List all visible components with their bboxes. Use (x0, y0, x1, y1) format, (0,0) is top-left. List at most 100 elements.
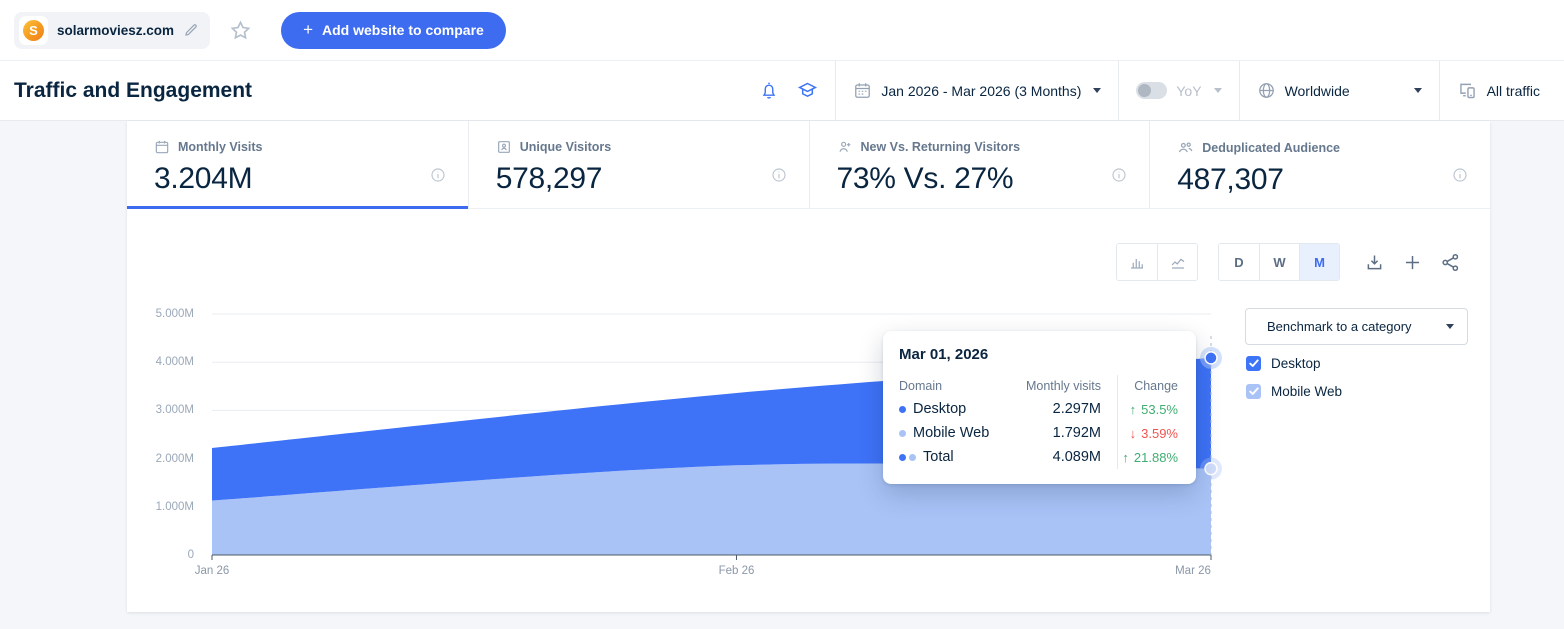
info-icon[interactable] (1452, 167, 1468, 183)
users-icon (1177, 139, 1194, 156)
page-title: Traffic and Engagement (14, 78, 253, 102)
yoy-toggle-knob (1138, 84, 1152, 97)
chevron-down-icon (1413, 88, 1422, 93)
tooltip-value: 1.792M (1052, 425, 1101, 441)
mobile-web-checkbox[interactable] (1246, 384, 1261, 399)
line-chart-type-button[interactable] (1157, 244, 1197, 280)
tooltip-col-domain: Domain (899, 379, 943, 393)
badge-user-icon (496, 139, 512, 155)
change-value: ↑ 53.5% (1117, 397, 1180, 421)
metrics-row: Monthly Visits 3.204M (127, 121, 1490, 209)
chart-type-switcher (1116, 243, 1198, 281)
yoy-toggle[interactable] (1136, 82, 1168, 99)
info-icon[interactable] (1111, 167, 1127, 183)
benchmark-label: Benchmark to a category (1267, 319, 1412, 334)
desktop-checkbox[interactable] (1246, 356, 1261, 371)
metric-value: 578,297 (495, 162, 603, 195)
edit-domain-icon[interactable] (183, 23, 198, 38)
metric-value: 73% Vs. 27% (836, 162, 1014, 195)
y-tick-label: 2.000M (155, 452, 194, 465)
add-to-dashboard-plus-icon[interactable] (1402, 252, 1423, 273)
y-tick-label: 4.000M (155, 356, 194, 369)
bar-chart-icon (1128, 253, 1146, 271)
metric-unique-visitors[interactable]: Unique Visitors 578,297 (467, 121, 809, 208)
add-website-button[interactable]: + Add website to compare (281, 11, 506, 49)
page-body: Monthly Visits 3.204M (0, 121, 1564, 628)
download-icon[interactable] (1364, 252, 1385, 273)
header-icons (742, 61, 835, 120)
metric-value: 487,307 (1177, 163, 1284, 196)
granularity-d-button[interactable]: D (1219, 244, 1259, 280)
tooltip-row-mobile-web: Mobile Web 1.792M ↓ 3.59% (899, 421, 1180, 445)
line-chart-icon (1169, 253, 1187, 271)
series-dot (899, 429, 906, 437)
tooltip-row-desktop: Desktop 2.297M ↑ 53.5% (899, 397, 1180, 421)
tooltip-value: 4.089M (1052, 449, 1101, 465)
info-icon[interactable] (430, 167, 446, 183)
x-tick-label: Feb 26 (718, 565, 755, 577)
favorite-star-icon[interactable] (229, 19, 252, 42)
metric-deduplicated-audience[interactable]: Deduplicated Audience 487,307 (1149, 121, 1490, 208)
legend-label: Desktop (1271, 356, 1321, 371)
metric-label: New Vs. Returning Visitors (860, 140, 1021, 154)
x-tick-label: Jan 26 (194, 565, 230, 577)
metric-label: Deduplicated Audience (1202, 140, 1341, 155)
topbar: S solarmoviesz.com + Add website to comp… (0, 0, 1564, 60)
granularity-w-button[interactable]: W (1259, 244, 1299, 280)
y-tick-label: 1.000M (155, 500, 194, 513)
series-dot (899, 405, 906, 413)
change-value: ↓ 3.59% (1117, 421, 1180, 445)
site-favicon: S (19, 15, 48, 45)
legend-item-desktop[interactable]: Desktop (1246, 356, 1321, 371)
devices-icon (1457, 80, 1478, 101)
tooltip-header-row: Domain Monthly visits Change (899, 375, 1180, 397)
change-value: ↑ 21.88% (1117, 445, 1180, 469)
yoy-comparison-control[interactable]: YoY (1118, 61, 1238, 120)
benchmark-category-dropdown[interactable]: Benchmark to a category (1245, 308, 1468, 345)
trend-arrow-icon: ↑ (1129, 401, 1137, 417)
date-range-picker[interactable]: Jan 2026 - Mar 2026 (3 Months) (835, 61, 1118, 120)
yoy-label: YoY (1176, 82, 1202, 99)
info-icon[interactable] (771, 167, 787, 183)
chevron-down-icon (1213, 88, 1222, 93)
favicon-letter: S (23, 19, 44, 41)
domain-name: solarmoviesz.com (57, 22, 175, 38)
chevron-down-icon (1093, 88, 1102, 93)
legend-label: Mobile Web (1271, 384, 1343, 399)
bar-chart-type-button[interactable] (1117, 244, 1157, 280)
page-header: Traffic and Engagement (0, 60, 1564, 121)
calendar-icon (154, 139, 170, 155)
traffic-filter-value: All traffic (1486, 82, 1540, 99)
country-value: Worldwide (1284, 82, 1350, 99)
website-selector[interactable]: S solarmoviesz.com (14, 11, 211, 49)
country-selector[interactable]: Worldwide (1238, 61, 1439, 120)
academy-graduation-cap-icon[interactable] (797, 80, 818, 101)
tooltip-value: 2.297M (1052, 401, 1101, 417)
trend-arrow-icon: ↑ (1122, 449, 1129, 465)
metric-monthly-visits[interactable]: Monthly Visits 3.204M (127, 121, 468, 209)
plus-icon: + (303, 20, 313, 39)
header-controls: Jan 2026 - Mar 2026 (3 Months) YoY (742, 61, 1564, 120)
tooltip-date: Mar 01, 2026 (899, 346, 989, 363)
legend-item-mobile-web[interactable]: Mobile Web (1246, 384, 1342, 399)
traffic-filter[interactable]: All traffic (1438, 61, 1564, 120)
granularity-m-button[interactable]: M (1299, 244, 1339, 280)
tooltip-col-visits: Monthly visits (1025, 379, 1101, 393)
add-website-label: Add website to compare (322, 22, 484, 38)
metric-value: 3.204M (154, 162, 253, 195)
metric-label: Unique Visitors (519, 140, 612, 154)
y-tick-label: 3.000M (155, 404, 194, 417)
chevron-down-icon (1446, 324, 1454, 329)
metric-new-vs-returning[interactable]: New Vs. Returning Visitors 73% Vs. 27% (808, 121, 1150, 208)
metric-label: Monthly Visits (178, 140, 263, 154)
share-icon[interactable] (1440, 252, 1461, 273)
traffic-card: Monthly Visits 3.204M (127, 121, 1490, 612)
tooltip-col-change: Change (1117, 375, 1180, 397)
calendar-icon (853, 81, 872, 100)
notifications-bell-icon[interactable] (759, 81, 779, 101)
y-tick-label: 0 (187, 549, 194, 561)
